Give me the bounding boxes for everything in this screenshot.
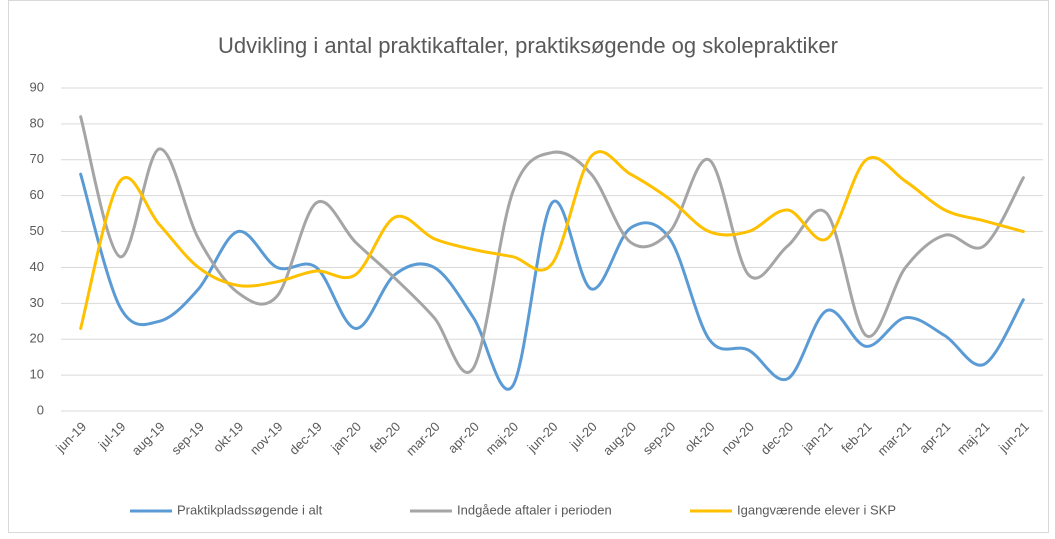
series-line: [79, 150, 1025, 330]
y-tick-label: 50: [30, 223, 44, 238]
y-tick-label: 80: [30, 115, 44, 130]
y-tick-label: 70: [30, 151, 44, 166]
y-tick-label: 10: [30, 367, 44, 382]
series-line: [79, 172, 1025, 391]
legend-label: Igangværende elever i SKP: [737, 502, 896, 517]
y-tick-label: 40: [30, 259, 44, 274]
y-tick-label: 30: [30, 295, 44, 310]
y-tick-label: 0: [37, 402, 44, 417]
y-tick-label: 90: [30, 79, 44, 94]
y-tick-label: 20: [30, 331, 44, 346]
y-tick-label: 60: [30, 187, 44, 202]
legend-label: Indgåede aftaler i perioden: [457, 502, 612, 517]
chart-title: Udvikling i antal praktikaftaler, prakti…: [218, 33, 838, 58]
series-line: [79, 115, 1025, 374]
legend-label: Praktikpladssøgende i alt: [177, 502, 323, 517]
